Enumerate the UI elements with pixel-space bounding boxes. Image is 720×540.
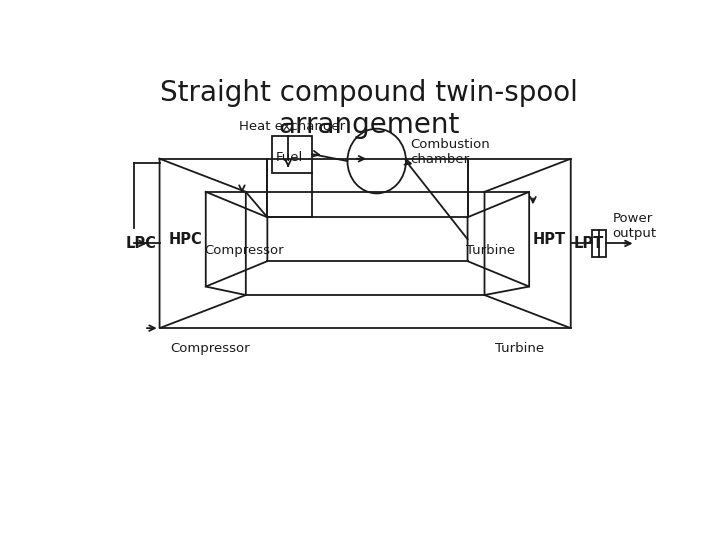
Text: LPT: LPT [574, 236, 604, 251]
Text: Fuel: Fuel [276, 151, 303, 164]
Text: Turbine: Turbine [466, 244, 516, 257]
Text: LPC: LPC [125, 236, 156, 251]
Text: Combustion
chamber: Combustion chamber [410, 138, 490, 166]
Text: Turbine: Turbine [495, 342, 544, 355]
Text: Compressor: Compressor [171, 342, 250, 355]
Bar [272, 136, 312, 173]
Ellipse shape [348, 129, 406, 193]
Text: Heat exchanger: Heat exchanger [239, 120, 345, 133]
Text: Compressor: Compressor [204, 244, 284, 257]
Bar [593, 230, 606, 257]
Text: Straight compound twin-spool
arrangement: Straight compound twin-spool arrangement [160, 79, 578, 139]
Text: HPT: HPT [532, 232, 565, 247]
Text: HPC: HPC [169, 232, 203, 247]
Text: Power
output: Power output [612, 212, 657, 240]
